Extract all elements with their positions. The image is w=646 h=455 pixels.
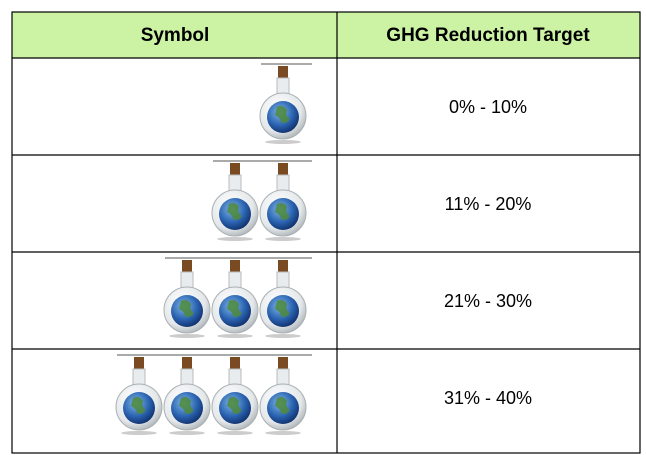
flask-neck [229, 272, 241, 288]
flask-shadow [217, 237, 253, 241]
target-cell: 21% - 30% [444, 291, 532, 311]
flask-neck [277, 369, 289, 385]
target-cell: 0% - 10% [449, 97, 527, 117]
flask-icon [260, 260, 306, 338]
flask-neck [229, 175, 241, 191]
flask-icon [260, 66, 306, 144]
flask-neck [133, 369, 145, 385]
flask-shadow [265, 431, 301, 435]
flask-shadow [265, 334, 301, 338]
flask-icon [260, 357, 306, 435]
flask-shadow [265, 140, 301, 144]
flask-icon [164, 260, 210, 338]
flask-neck [277, 175, 289, 191]
flask-icon [260, 163, 306, 241]
flask-neck [277, 272, 289, 288]
flask-icon [116, 357, 162, 435]
flask-cork [230, 163, 240, 175]
flask-shadow [169, 334, 205, 338]
flask-icon [212, 260, 258, 338]
flask-cork [182, 260, 192, 272]
flask-shadow [121, 431, 157, 435]
flask-cork [230, 357, 240, 369]
flask-neck [181, 369, 193, 385]
flask-cork [278, 163, 288, 175]
flask-neck [277, 78, 289, 94]
flask-shadow [217, 431, 253, 435]
page: Symbol GHG Reduction Target 0% - 10% 11% … [0, 0, 646, 455]
flask-cork [230, 260, 240, 272]
grid [12, 12, 640, 453]
header-cell: GHG Reduction Target [386, 25, 590, 46]
target-cell: 31% - 40% [444, 388, 532, 408]
table: Symbol GHG Reduction Target 0% - 10% 11% … [0, 0, 646, 455]
flask-cork [134, 357, 144, 369]
flask-neck [229, 369, 241, 385]
flask-cork [182, 357, 192, 369]
table-border [12, 12, 640, 453]
flask-icon [164, 357, 210, 435]
flask-cork [278, 260, 288, 272]
flask-icon [212, 357, 258, 435]
flask-icon [212, 163, 258, 241]
flask-neck [181, 272, 193, 288]
header-cell: Symbol [141, 25, 210, 46]
flask-shadow [265, 237, 301, 241]
flask-shadow [217, 334, 253, 338]
flask-cork [278, 66, 288, 78]
flask-cork [278, 357, 288, 369]
target-cell: 11% - 20% [445, 194, 532, 214]
flask-shadow [169, 431, 205, 435]
